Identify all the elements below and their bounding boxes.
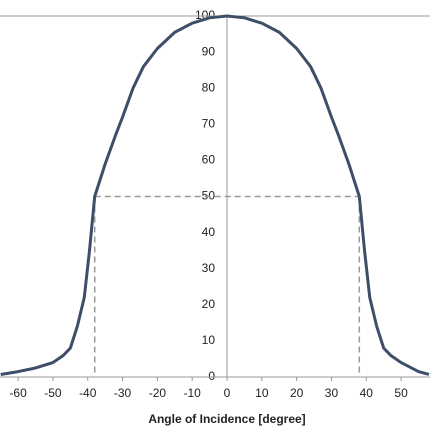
x-tick-label: -60 — [9, 386, 27, 400]
x-tick-label: -20 — [149, 386, 167, 400]
x-tick-label: 0 — [224, 386, 231, 400]
x-tick-label: 50 — [394, 386, 408, 400]
curve — [0, 14, 430, 376]
y-tick-label: 40 — [202, 225, 216, 239]
x-tick-label: -50 — [44, 386, 62, 400]
y-tick-label: 0 — [208, 369, 215, 383]
y-tick-label: 10 — [202, 333, 216, 347]
x-axis-label: Angle of Incidence [degree] — [148, 412, 305, 426]
x-tick-label: 40 — [360, 386, 374, 400]
y-tick-label: 20 — [202, 297, 216, 311]
x-tick-label: 10 — [255, 386, 269, 400]
y-tick-label: 90 — [202, 44, 216, 58]
y-tick-label: 60 — [202, 153, 216, 167]
x-tick-label: -40 — [79, 386, 97, 400]
y-tick-label: 80 — [202, 80, 216, 94]
y-tick-label: 70 — [202, 116, 216, 130]
y-tick-label: 30 — [202, 261, 216, 275]
x-tick-label: 20 — [290, 386, 304, 400]
x-tick-label: 30 — [325, 386, 339, 400]
x-tick-label: -10 — [184, 386, 202, 400]
y-tick-label: 50 — [202, 189, 216, 203]
x-tick-label: -30 — [114, 386, 132, 400]
